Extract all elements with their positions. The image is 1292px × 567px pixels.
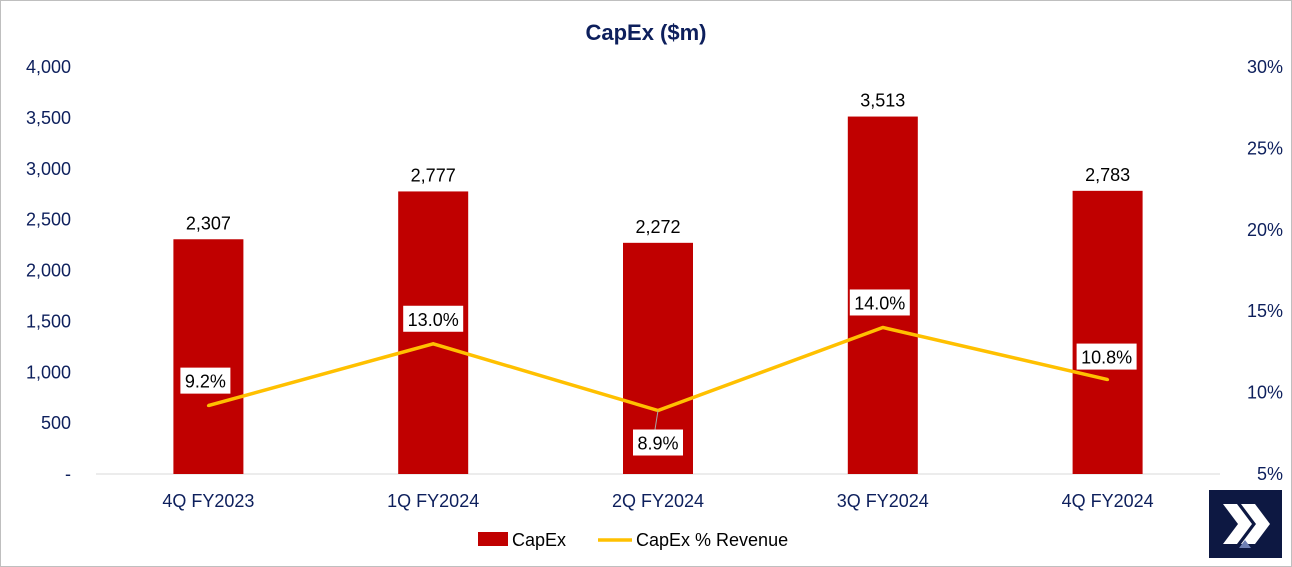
y-right-tick-label: 30% — [1247, 57, 1283, 77]
label-box — [633, 429, 683, 456]
label-text: 13.0% — [408, 310, 459, 330]
y-right-tick-label: 15% — [1247, 301, 1283, 321]
y-left-tick-label: 2,500 — [26, 210, 71, 230]
label-box — [180, 367, 231, 394]
x-tick-label: 4Q FY2024 — [1062, 491, 1154, 511]
capex-bar-label: 2,272 — [635, 217, 680, 237]
y-right-tick-label: 5% — [1257, 464, 1283, 484]
capex-revenue-labels: 9.2% 13.0% 8.9% 14.0% 10.8% — [180, 289, 1137, 456]
label-text: 14.0% — [854, 293, 905, 313]
x-axis: 4Q FY2023 1Q FY2024 2Q FY2024 3Q FY2024 4Q F… — [96, 473, 1220, 511]
capex-revenue-point — [881, 325, 885, 329]
capex-bar — [398, 191, 469, 474]
label-leader-line — [654, 410, 659, 430]
label-box — [1076, 343, 1137, 370]
capex-revenue-label: 13.0% — [403, 305, 464, 332]
capex-revenue-label: 9.2% — [180, 367, 231, 394]
y-right-tick-label: 10% — [1247, 383, 1283, 403]
x-tick-label: 4Q FY2023 — [162, 491, 254, 511]
y-axis-right: 5% 10% 15% 20% 25% 30% — [1247, 57, 1283, 484]
label-text: 10.8% — [1081, 348, 1132, 368]
y-left-tick-label: 3,500 — [26, 108, 71, 128]
capex-bar-label: 2,307 — [186, 213, 231, 233]
capex-bar-label: 2,777 — [411, 165, 456, 185]
capex-revenue-label: 14.0% — [849, 289, 910, 316]
y-left-tick-label: 4,000 — [26, 57, 71, 77]
x-tick-label: 3Q FY2024 — [837, 491, 929, 511]
capex-revenue-point — [206, 404, 210, 408]
y-right-tick-label: 25% — [1247, 138, 1283, 158]
capex-bar-labels: 2,307 2,777 2,272 3,513 2,783 — [186, 91, 1130, 237]
y-axis-left: - 500 1,000 1,500 2,000 2,500 3,000 3,500 4,000 — [26, 57, 71, 484]
y-right-tick-label: 20% — [1247, 220, 1283, 240]
x-tick-label: 1Q FY2024 — [387, 491, 479, 511]
label-box — [403, 305, 464, 332]
capex-revenue-point — [1106, 378, 1110, 382]
label-box — [849, 289, 910, 316]
capex-revenue-label: 8.9% — [633, 410, 683, 456]
label-text: 9.2% — [185, 372, 226, 392]
x-logo-icon — [1209, 490, 1282, 558]
y-left-tick-label: 1,000 — [26, 362, 71, 382]
capex-revenue-label: 10.8% — [1076, 343, 1137, 370]
chart-title: CapEx ($m) — [585, 20, 706, 45]
capex-revenue-point — [431, 342, 435, 346]
capex-bar-label: 2,783 — [1085, 165, 1130, 185]
legend-capex-label: CapEx — [512, 530, 566, 550]
legend-capex-swatch — [478, 532, 508, 546]
capex-bar — [173, 239, 244, 474]
capex-bars — [173, 116, 1143, 475]
x-tick-label: 2Q FY2024 — [612, 491, 704, 511]
legend-capex-revenue-label: CapEx % Revenue — [636, 530, 788, 550]
y-left-tick-label: 500 — [41, 413, 71, 433]
capex-bar — [1072, 190, 1143, 474]
y-left-tick-label: 3,000 — [26, 159, 71, 179]
label-text: 8.9% — [637, 434, 678, 454]
legend: CapEx CapEx % Revenue — [478, 530, 788, 550]
y-left-tick-label: - — [65, 464, 71, 484]
capex-bar-label: 3,513 — [860, 91, 905, 111]
y-left-tick-label: 2,000 — [26, 261, 71, 281]
y-left-tick-label: 1,500 — [26, 311, 71, 331]
